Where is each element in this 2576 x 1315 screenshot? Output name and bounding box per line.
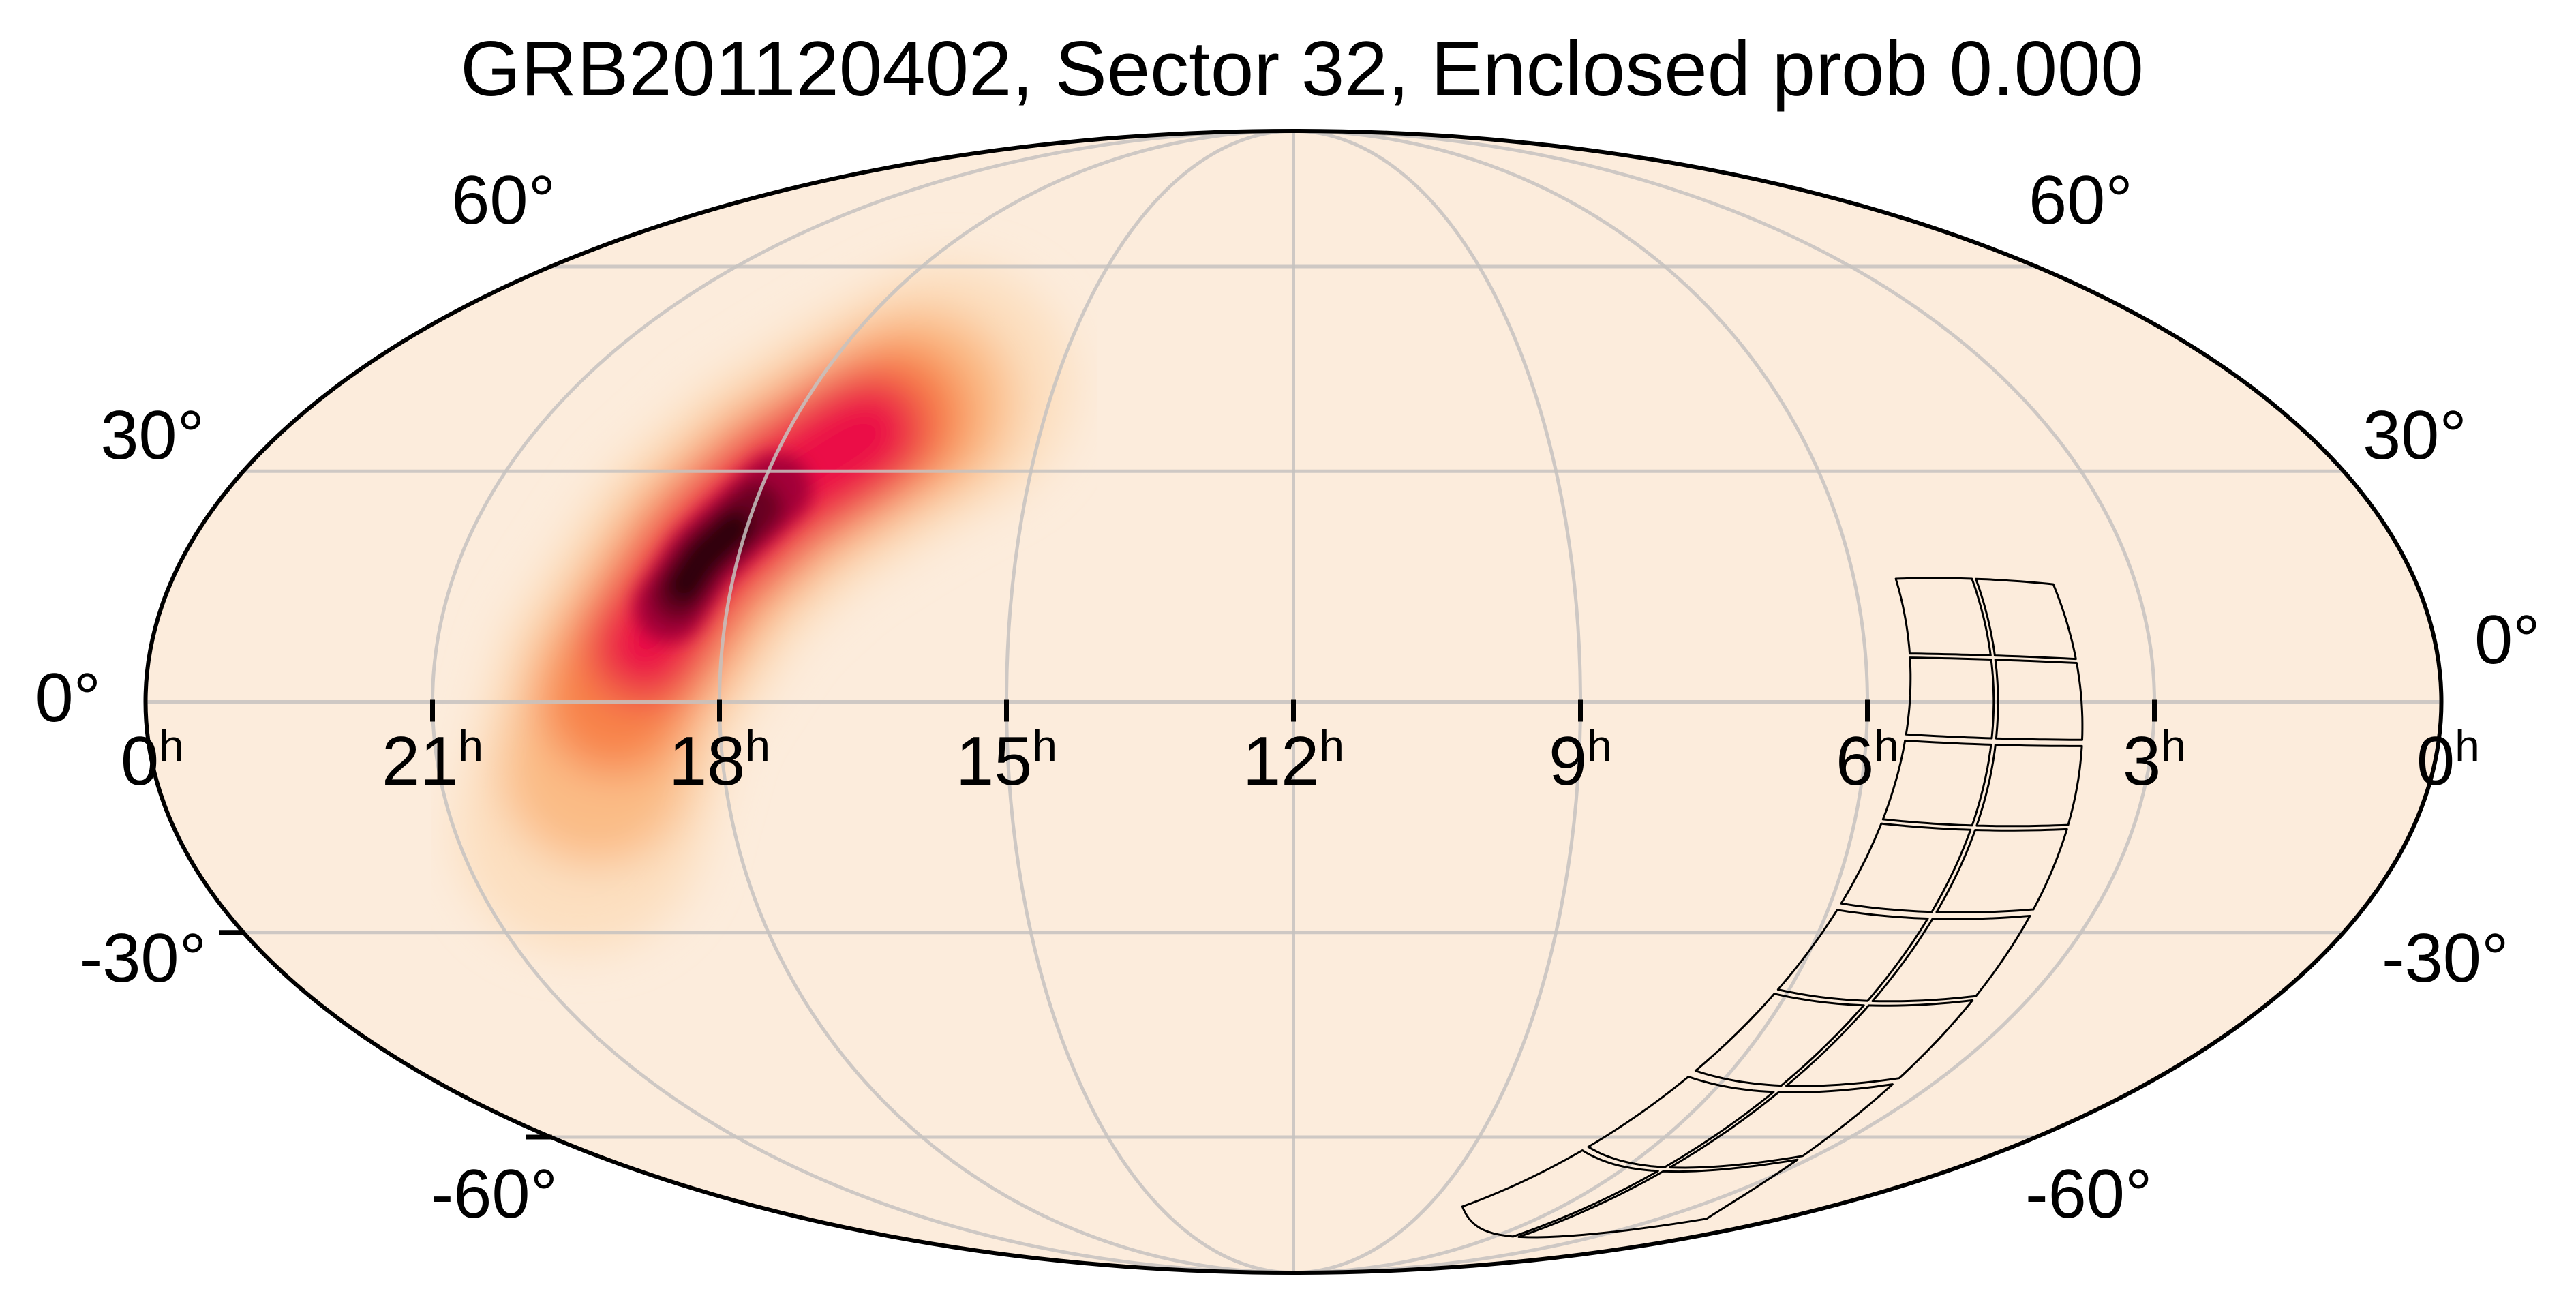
svg-text:0°: 0° [2474, 602, 2541, 678]
svg-text:-30°: -30° [2382, 920, 2509, 997]
svg-text:60°: 60° [2029, 162, 2133, 239]
svg-text:30°: 30° [2363, 397, 2467, 474]
svg-text:0h: 0h [121, 721, 184, 800]
svg-text:-30°: -30° [80, 920, 207, 997]
svg-text:9h: 9h [1549, 721, 1612, 800]
svg-text:6h: 6h [1836, 721, 1899, 800]
svg-text:0°: 0° [35, 660, 101, 736]
svg-text:18h: 18h [669, 721, 770, 800]
svg-text:GRB201120402, Sector 32, Enclo: GRB201120402, Sector 32, Enclosed prob 0… [460, 26, 2144, 112]
svg-text:30°: 30° [100, 397, 204, 474]
svg-text:-60°: -60° [431, 1156, 558, 1233]
svg-text:60°: 60° [451, 162, 556, 239]
svg-text:21h: 21h [382, 721, 483, 800]
svg-text:-60°: -60° [2025, 1156, 2152, 1233]
